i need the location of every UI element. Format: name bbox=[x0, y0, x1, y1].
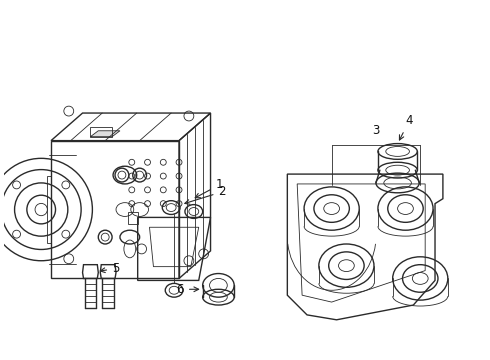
Text: 2: 2 bbox=[185, 185, 226, 204]
Text: 3: 3 bbox=[372, 124, 380, 137]
Text: 5: 5 bbox=[100, 262, 120, 275]
Polygon shape bbox=[91, 131, 120, 137]
Text: 6: 6 bbox=[176, 283, 198, 296]
Text: 4: 4 bbox=[399, 114, 413, 140]
Text: 1: 1 bbox=[195, 179, 223, 198]
